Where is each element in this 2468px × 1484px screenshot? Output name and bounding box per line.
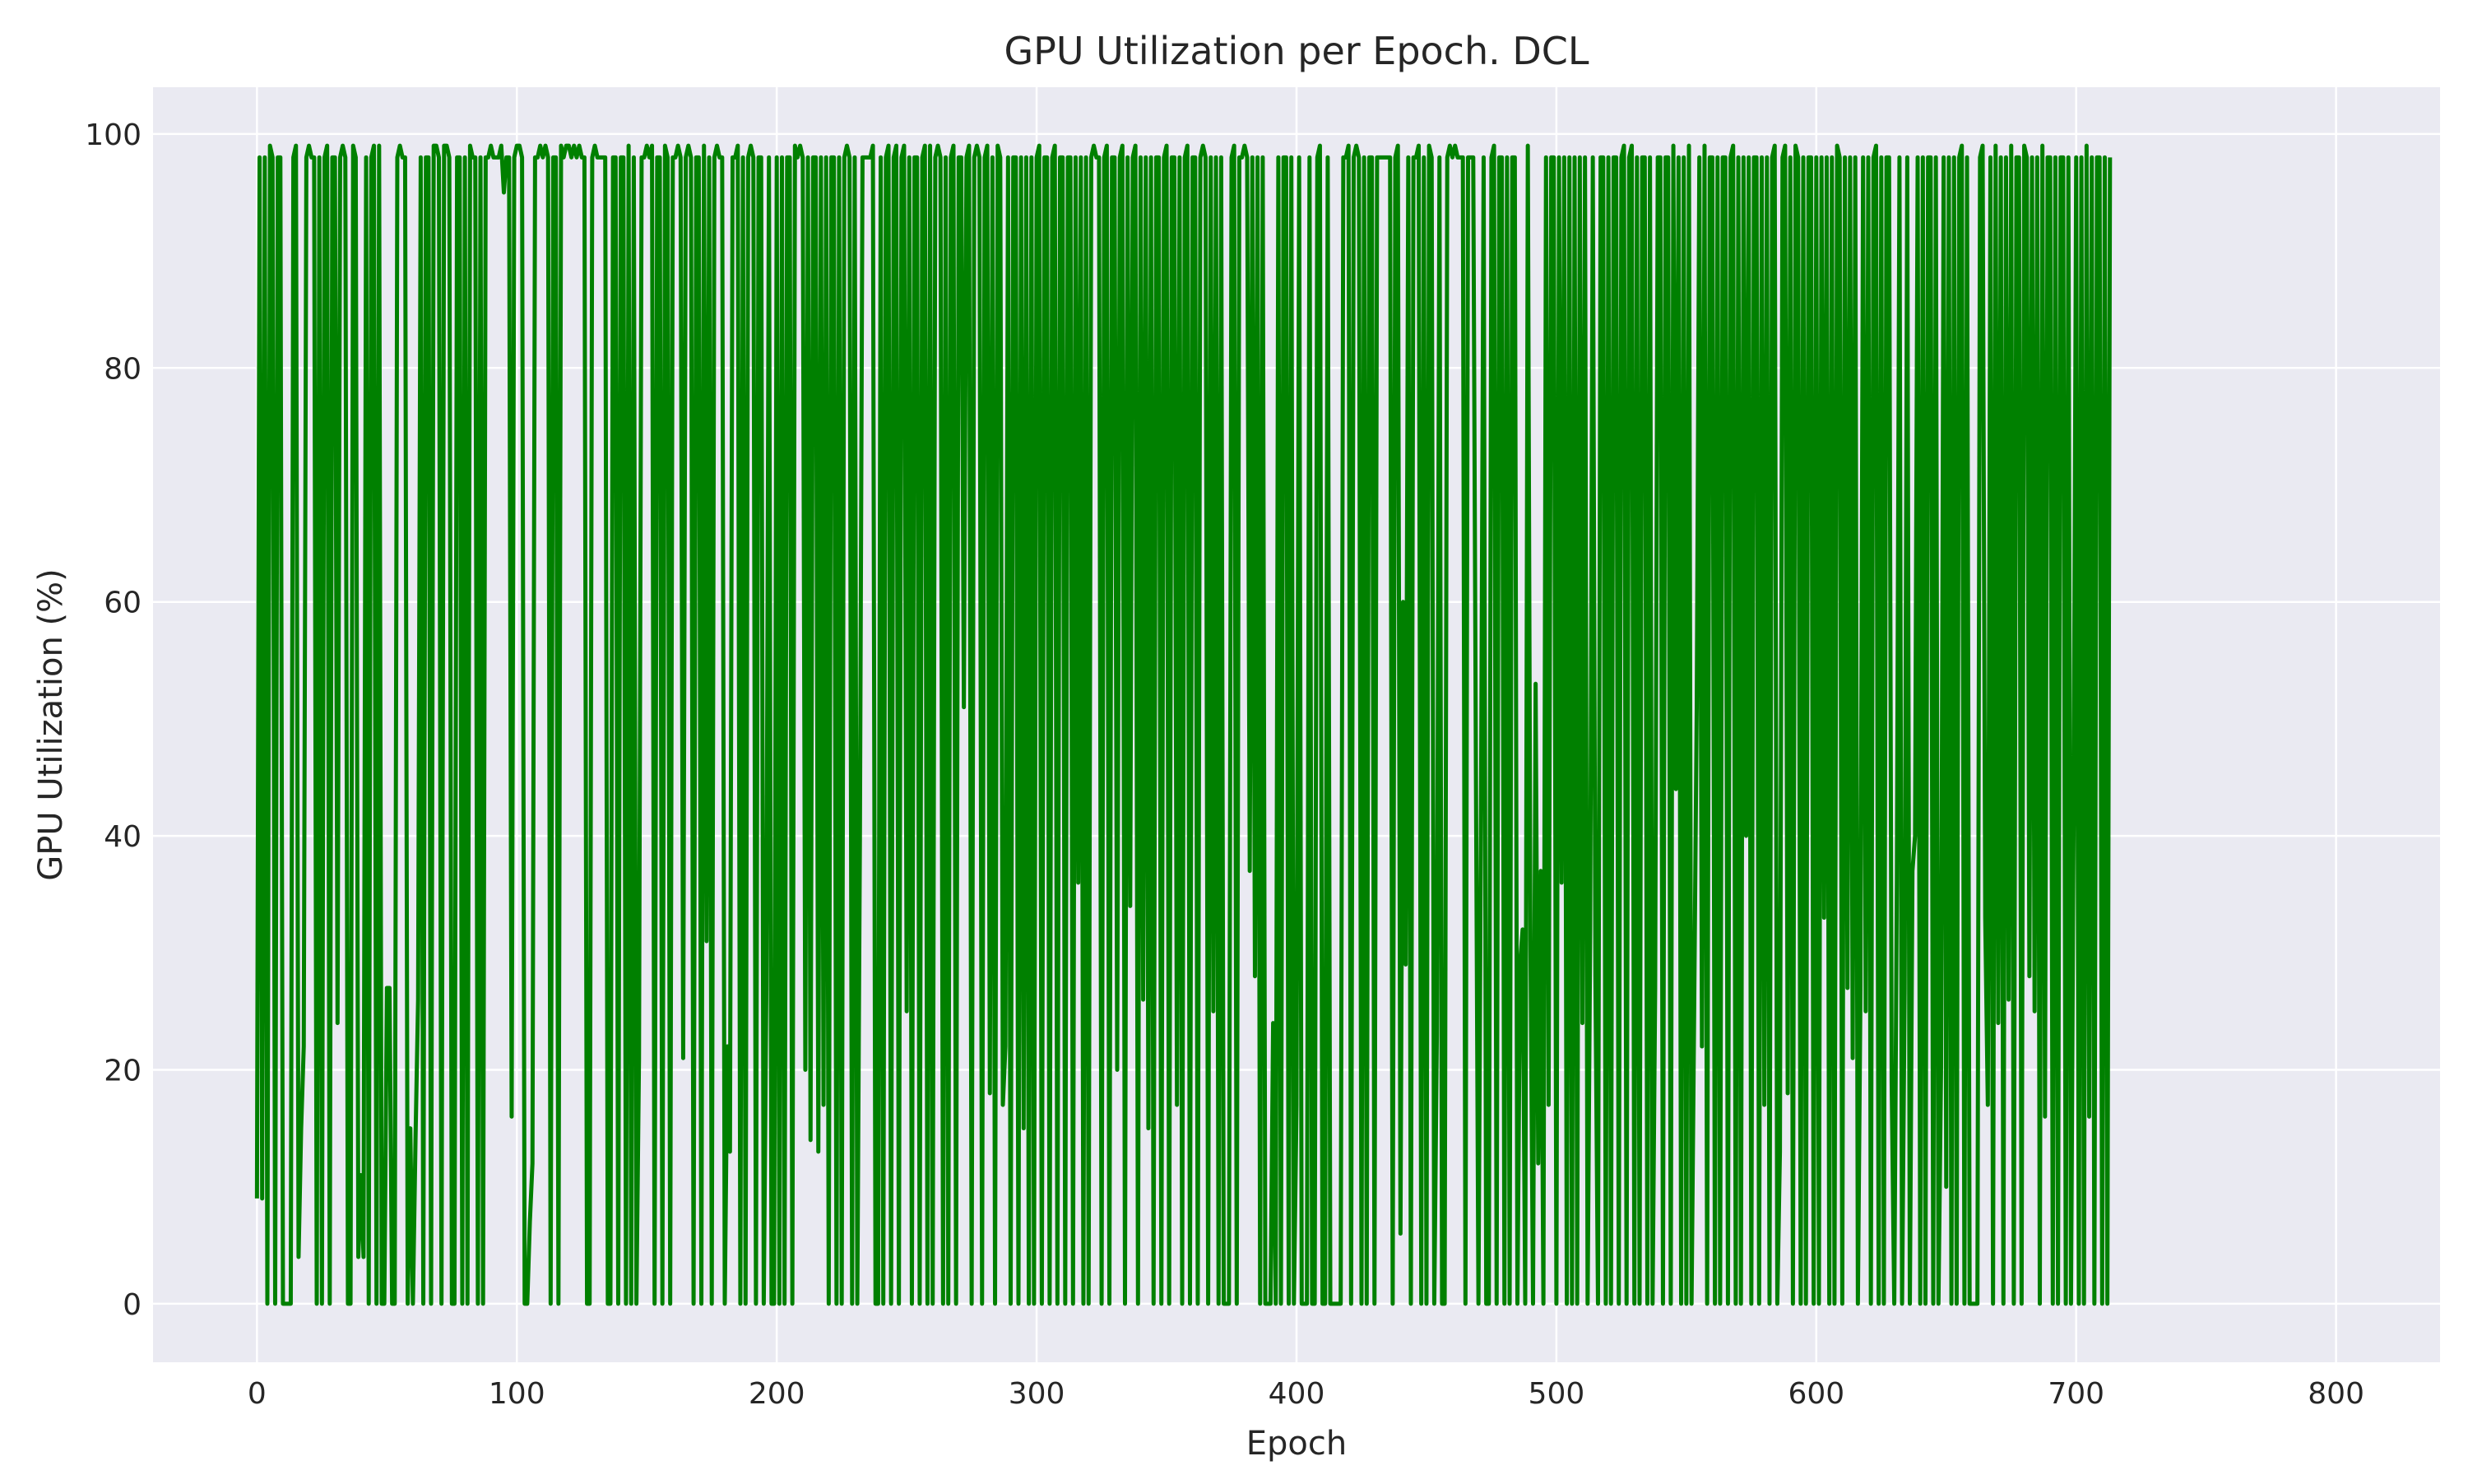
x-tick-label: 600 [1788,1377,1844,1411]
y-tick-label: 40 [104,820,141,854]
y-tick-label: 0 [123,1288,141,1322]
y-tick-label: 60 [104,587,141,620]
series-line [254,143,2113,1306]
tick-label-layer: 0 100 200 300 400 500 600 700 800 0 20 40 60 80 100 [85,118,2364,1411]
x-tick-label: 200 [749,1377,805,1411]
x-tick-label: 800 [2308,1377,2364,1411]
y-tick-label: 20 [104,1054,141,1087]
x-tick-label: 100 [489,1377,545,1411]
y-tick-label: 100 [85,118,141,152]
y-tick-label: 80 [104,352,141,386]
x-tick-label: 700 [2048,1377,2104,1411]
y-axis-label: GPU Utilization (%) [32,568,70,880]
x-tick-label: 0 [248,1377,267,1411]
x-tick-label: 500 [1529,1377,1585,1411]
x-axis-label: Epoch [1246,1425,1347,1463]
chart-title: GPU Utilization per Epoch. DCL [1004,29,1589,73]
x-tick-label: 300 [1009,1377,1065,1411]
line-layer [254,143,2113,1306]
x-tick-label: 400 [1269,1377,1325,1411]
